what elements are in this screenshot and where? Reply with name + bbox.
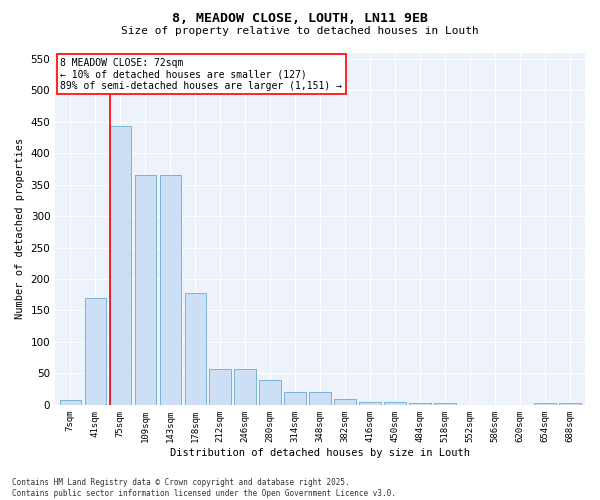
Bar — [259, 380, 281, 405]
Bar — [185, 293, 206, 405]
Bar — [385, 402, 406, 405]
Text: 8, MEADOW CLOSE, LOUTH, LN11 9EB: 8, MEADOW CLOSE, LOUTH, LN11 9EB — [172, 12, 428, 26]
Bar — [160, 175, 181, 405]
Bar — [434, 403, 455, 405]
Bar — [134, 175, 156, 405]
Bar — [209, 369, 231, 405]
Bar — [559, 403, 581, 405]
Bar — [284, 392, 306, 405]
Text: 8 MEADOW CLOSE: 72sqm
← 10% of detached houses are smaller (127)
89% of semi-det: 8 MEADOW CLOSE: 72sqm ← 10% of detached … — [61, 58, 343, 91]
Bar — [85, 298, 106, 405]
Bar — [310, 392, 331, 405]
Bar — [334, 398, 356, 405]
Text: Size of property relative to detached houses in Louth: Size of property relative to detached ho… — [121, 26, 479, 36]
Bar — [110, 126, 131, 405]
Text: Contains HM Land Registry data © Crown copyright and database right 2025.
Contai: Contains HM Land Registry data © Crown c… — [12, 478, 396, 498]
Bar — [59, 400, 81, 405]
Bar — [409, 403, 431, 405]
Y-axis label: Number of detached properties: Number of detached properties — [15, 138, 25, 320]
Bar — [359, 402, 380, 405]
Bar — [235, 369, 256, 405]
X-axis label: Distribution of detached houses by size in Louth: Distribution of detached houses by size … — [170, 448, 470, 458]
Bar — [535, 403, 556, 405]
